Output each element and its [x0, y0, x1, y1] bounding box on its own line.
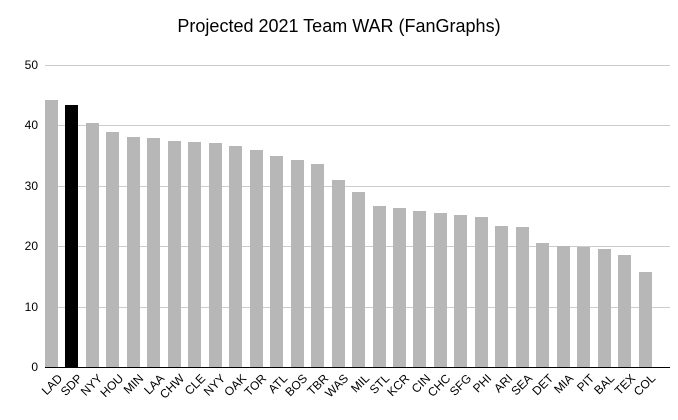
bar-kcr [392, 207, 406, 367]
bar-chc [433, 212, 447, 367]
bar-mil [352, 192, 366, 367]
y-tick-label-10: 10 [24, 299, 38, 314]
bar-tbr [311, 164, 325, 367]
y-tick-label-0: 0 [31, 360, 38, 374]
bar-tor [249, 149, 263, 367]
bar-laa [147, 138, 161, 367]
bar-nyy [85, 122, 99, 367]
bar-lad [45, 100, 58, 367]
x-axis-line [45, 367, 670, 368]
bar-nyy [208, 142, 222, 367]
bar-ari [495, 225, 509, 367]
gridline-40 [45, 125, 670, 127]
y-tick-label-40: 40 [24, 118, 38, 133]
bar-cle [188, 142, 202, 367]
bar-min [126, 136, 140, 367]
y-tick-label-50: 50 [24, 58, 38, 72]
bar-atl [270, 155, 284, 367]
bar-sea [515, 226, 529, 367]
bar-pit [577, 247, 591, 367]
bar-stl [372, 206, 386, 367]
bar-col [638, 271, 652, 367]
gridline-50 [45, 65, 670, 66]
bar-tex [618, 254, 632, 367]
bar-hou [106, 132, 120, 367]
y-tick-label-30: 30 [24, 178, 38, 193]
bar-oak [229, 145, 243, 367]
bar-det [536, 242, 550, 367]
gridline-30 [45, 185, 670, 187]
bar-phi [474, 216, 488, 367]
bar-chw [167, 140, 181, 367]
bar-bos [290, 160, 304, 367]
bar-sfg [454, 215, 468, 367]
chart-title: Projected 2021 Team WAR (FanGraphs) [177, 16, 501, 36]
bar-was [331, 179, 345, 367]
bar-bal [597, 249, 611, 367]
bar-cin [413, 210, 427, 367]
y-tick-label-20: 20 [24, 239, 38, 254]
bar-mia [556, 245, 570, 367]
bar-sdp [65, 104, 79, 367]
